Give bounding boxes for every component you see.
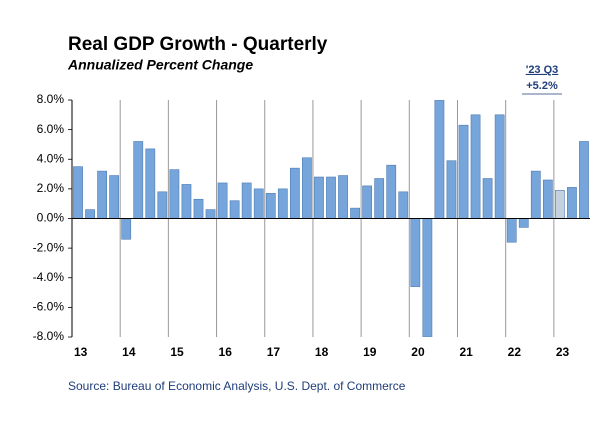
bar xyxy=(253,188,264,219)
chart-subtitle: Annualized Percent Change xyxy=(67,57,253,73)
y-tick-label: 2.0% xyxy=(37,181,65,195)
bar xyxy=(362,185,373,219)
bar xyxy=(277,188,288,219)
bar xyxy=(374,178,385,219)
bar xyxy=(326,176,336,219)
y-tick-label: -8.0% xyxy=(33,329,65,343)
bar xyxy=(289,167,300,219)
x-tick-label: 19 xyxy=(363,345,377,359)
bar xyxy=(193,198,204,219)
bar xyxy=(121,218,132,240)
y-tick-label: 0.0% xyxy=(37,211,65,225)
x-tick-label: 21 xyxy=(459,345,473,359)
x-tick-label: 17 xyxy=(267,345,281,359)
bar xyxy=(434,100,445,219)
bar xyxy=(302,157,312,219)
bar xyxy=(133,141,144,219)
x-tick-label: 20 xyxy=(411,345,425,359)
y-tick-label: -6.0% xyxy=(33,300,65,314)
bar xyxy=(422,218,433,337)
x-tick-label: 14 xyxy=(122,345,136,359)
x-tick-label: 23 xyxy=(556,345,570,359)
bar xyxy=(314,176,324,219)
bar xyxy=(85,209,95,219)
annotation: '23 Q3 xyxy=(526,64,559,76)
bar xyxy=(470,114,481,219)
chart-title: Real GDP Growth - Quarterly xyxy=(68,34,328,55)
bar xyxy=(579,141,589,219)
y-tick-label: -4.0% xyxy=(33,270,65,284)
annotation: +5.2% xyxy=(526,80,558,92)
y-tick-label: 6.0% xyxy=(37,122,65,136)
bar xyxy=(145,148,156,219)
bar xyxy=(109,175,120,219)
source-note: Source: Bureau of Economic Analysis, U.S… xyxy=(68,379,406,393)
bar xyxy=(157,191,168,219)
x-tick-label: 18 xyxy=(315,345,329,359)
bar xyxy=(506,218,517,243)
bar xyxy=(241,182,252,219)
bar xyxy=(338,175,348,219)
bar xyxy=(530,170,541,219)
bar xyxy=(542,179,553,219)
bar xyxy=(518,218,529,228)
x-tick-label: 15 xyxy=(170,345,184,359)
x-tick-label: 16 xyxy=(219,345,233,359)
bar xyxy=(386,164,397,219)
bar xyxy=(350,207,360,219)
bar xyxy=(458,124,469,219)
bar xyxy=(446,160,457,219)
bar xyxy=(265,193,276,219)
bar xyxy=(97,170,107,219)
bar xyxy=(205,209,216,219)
bar xyxy=(181,184,192,219)
bar xyxy=(169,169,180,219)
bar xyxy=(73,166,83,219)
bar xyxy=(494,114,505,219)
x-tick-label: 13 xyxy=(74,345,88,359)
y-tick-label: 8.0% xyxy=(37,92,65,106)
bar xyxy=(567,187,577,219)
bar xyxy=(482,178,493,219)
bar xyxy=(217,182,228,219)
bar xyxy=(410,218,421,287)
y-tick-label: -2.0% xyxy=(33,240,65,254)
bar xyxy=(398,191,409,219)
bar xyxy=(229,200,240,219)
y-tick-label: 4.0% xyxy=(37,151,65,165)
x-tick-label: 22 xyxy=(508,345,522,359)
bar xyxy=(555,190,565,219)
